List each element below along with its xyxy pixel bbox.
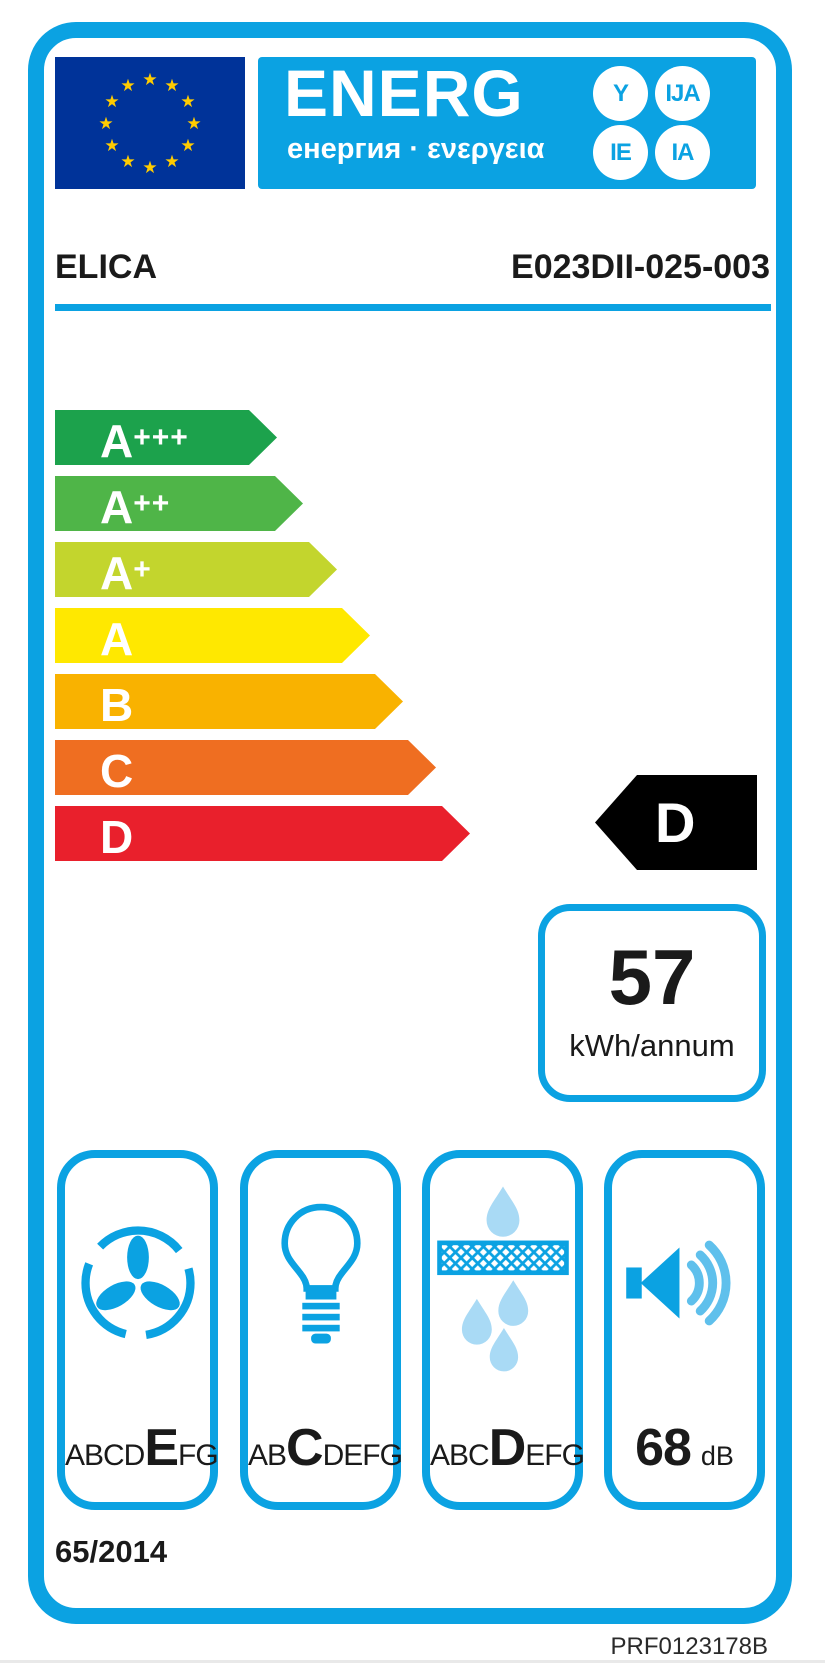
- grade-highlight: D: [488, 1419, 527, 1477]
- svg-text:★: ★: [180, 92, 195, 112]
- grade-letters: AB: [248, 1439, 287, 1472]
- grade-suffix: +++: [133, 421, 189, 454]
- lighting-grade-line: ABCDEFG: [248, 1418, 403, 1478]
- grade-letters: EFG: [525, 1439, 585, 1472]
- scale-arrow-a-plus: A+: [55, 542, 337, 597]
- grease-filter-box: ABCDEFG: [422, 1150, 585, 1510]
- scale-arrow-d: D: [55, 806, 470, 861]
- model-number: E023DII-025-003: [511, 248, 770, 286]
- energy-unit: kWh/annum: [569, 1028, 735, 1063]
- eu-stars-icon: ★ ★ ★★ ★★ ★★ ★★ ★★: [98, 70, 201, 178]
- scale-arrow-a-plus3: A+++: [55, 410, 277, 465]
- brand-name: ELICA: [55, 248, 157, 286]
- rating-grade: D: [655, 791, 696, 854]
- noise-icon: [612, 1158, 757, 1408]
- noise-value: 68: [635, 1419, 692, 1477]
- noise-unit: dB: [700, 1441, 734, 1471]
- fan-efficiency-box: ABCDEFG: [57, 1150, 219, 1510]
- grade-letter: A: [100, 415, 134, 467]
- bottom-divider: [0, 1660, 825, 1663]
- language-badge-ija: IJA: [655, 66, 710, 121]
- eu-flag-icon: ★ ★ ★ ★ ★ ★ ★ ★ ★ ★ ★ ★: [55, 57, 245, 189]
- svg-text:★: ★: [104, 92, 119, 112]
- svg-text:★: ★: [164, 152, 179, 172]
- grade-letter: A: [100, 613, 134, 665]
- grease-filter-icon: [430, 1158, 575, 1408]
- grade-letter: B: [100, 679, 134, 731]
- svg-text:★: ★: [142, 158, 157, 178]
- fan-icon: [65, 1158, 210, 1408]
- fan-grade-line: ABCDEFG: [65, 1418, 219, 1478]
- grade-letters: ABC: [430, 1439, 490, 1472]
- svg-text:★: ★: [164, 76, 179, 96]
- filter-grade-line: ABCDEFG: [430, 1418, 585, 1478]
- language-badge-y: Y: [593, 66, 648, 121]
- lighting-efficiency-box: ABCDEFG: [240, 1150, 403, 1510]
- badge-label: IJA: [665, 79, 700, 107]
- language-badge-ie: IE: [593, 125, 648, 180]
- badge-label: Y: [612, 79, 629, 107]
- grade-letter: C: [100, 745, 134, 797]
- grade-letter: D: [100, 811, 134, 863]
- svg-text:★: ★: [120, 76, 135, 96]
- badge-label: IE: [610, 138, 632, 166]
- grade-letters: ABCD: [65, 1439, 145, 1472]
- svg-text:★: ★: [186, 114, 201, 134]
- language-badge-ia: IA: [655, 125, 710, 180]
- scale-arrow-b: B: [55, 674, 403, 729]
- grade-suffix: ++: [133, 487, 171, 520]
- bulb-icon: [248, 1158, 393, 1408]
- scale-arrow-a-plus2: A++: [55, 476, 303, 531]
- noise-value-line: 68 dB: [612, 1418, 757, 1478]
- svg-text:★: ★: [142, 70, 157, 90]
- svg-text:★: ★: [98, 114, 113, 134]
- grade-letters: DEFG: [322, 1439, 403, 1472]
- grade-highlight: C: [286, 1419, 324, 1477]
- svg-text:★: ★: [120, 152, 135, 172]
- grade-letter: A: [100, 547, 134, 599]
- grade-letter: A: [100, 481, 134, 533]
- grade-letters: FG: [178, 1439, 219, 1472]
- noise-box: 68 dB: [604, 1150, 765, 1510]
- energy-consumption-box: 57 kWh/annum: [538, 904, 766, 1102]
- energy-value: 57: [608, 933, 696, 1021]
- document-code: PRF0123178B: [610, 1633, 768, 1660]
- grade-highlight: E: [144, 1419, 179, 1477]
- energ-subtitle: енергия · ενεργεια: [287, 133, 545, 165]
- energ-wordmark: ENERG: [284, 56, 524, 130]
- badge-label: IA: [671, 138, 695, 166]
- scale-arrow-c: C: [55, 740, 436, 795]
- regulation-number: 65/2014: [55, 1534, 168, 1569]
- svg-text:★: ★: [104, 136, 119, 156]
- grade-suffix: +: [133, 553, 152, 586]
- svg-text:★: ★: [180, 136, 195, 156]
- energ-logo: ENERG енергия · ενεργεια Y IJA IE IA: [258, 56, 756, 189]
- divider-rule: [55, 304, 771, 311]
- scale-arrow-a: A: [55, 608, 370, 663]
